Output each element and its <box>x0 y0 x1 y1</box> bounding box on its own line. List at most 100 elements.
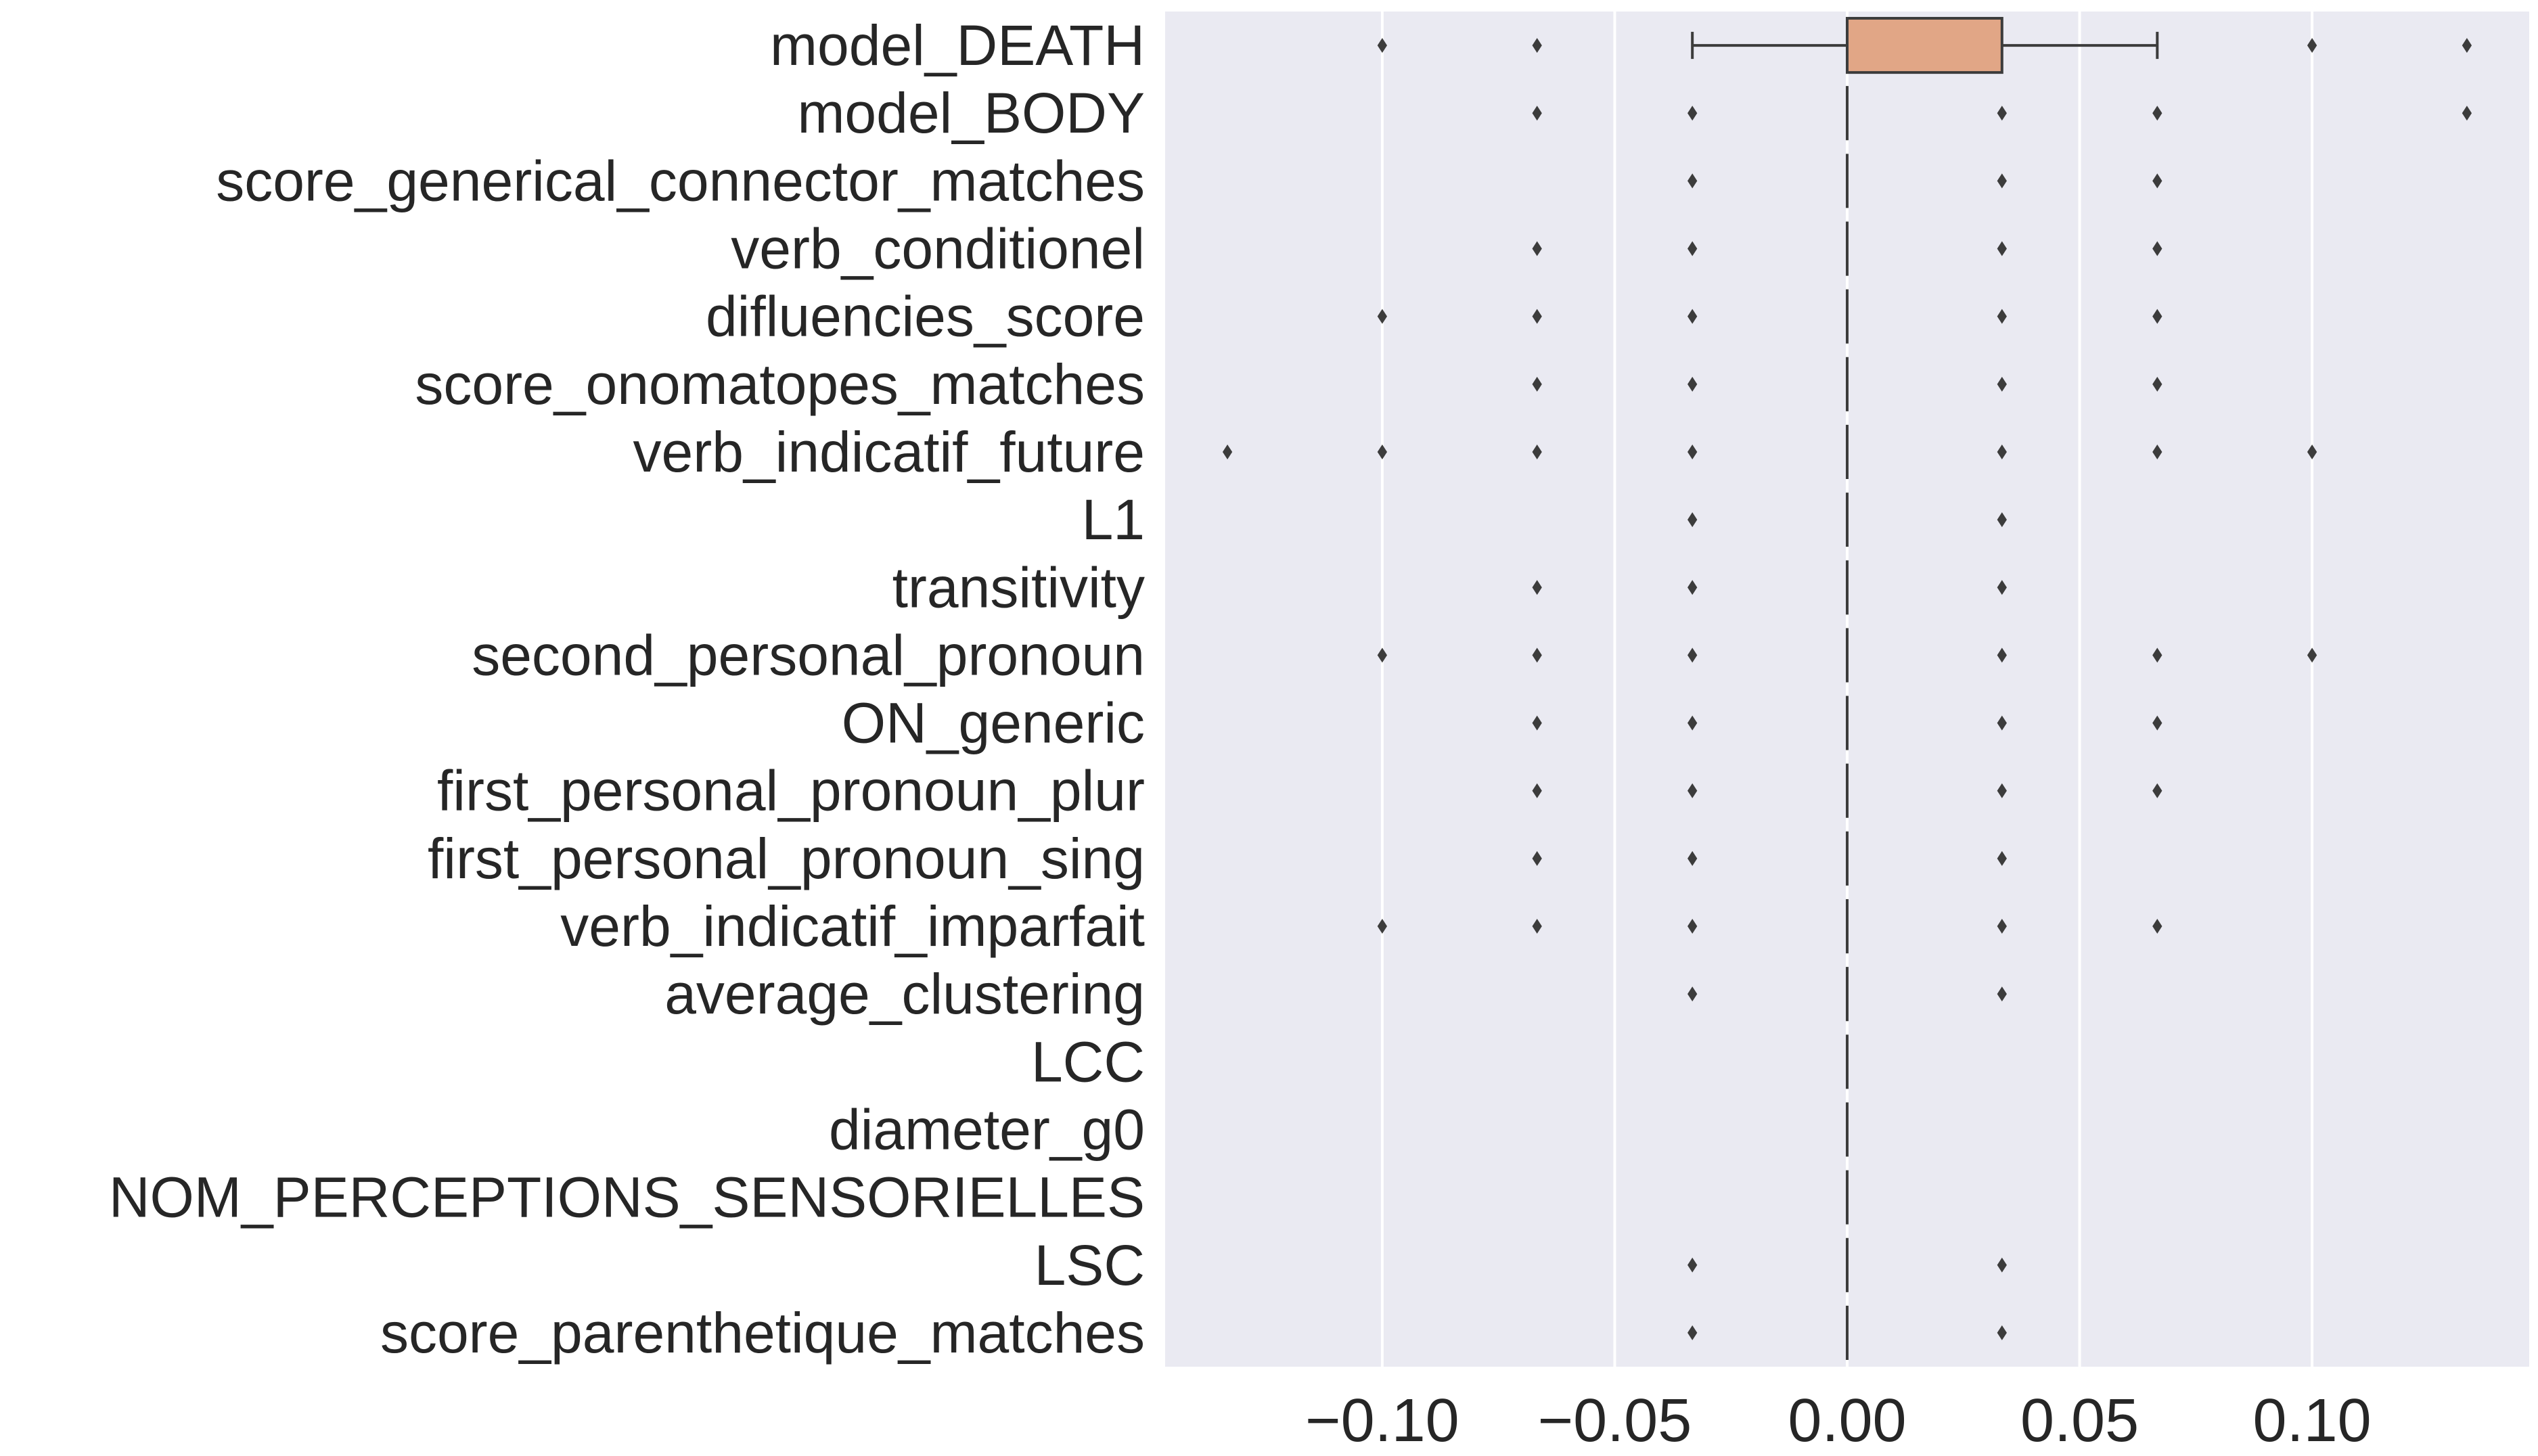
outlier-point <box>1687 919 1698 934</box>
box-5 <box>1532 357 2162 411</box>
outlier-point <box>1687 241 1698 256</box>
box-7 <box>1687 493 2007 547</box>
y-category-label: diameter_g0 <box>829 1097 1145 1161</box>
y-category-label: LCC <box>1031 1030 1145 1093</box>
outlier-point <box>1532 647 1542 663</box>
outlier-point <box>1532 376 1542 392</box>
boxes <box>1222 17 2472 1360</box>
outlier-point <box>1377 309 1388 324</box>
x-tick-label: 0.00 <box>1788 1387 1906 1455</box>
outlier-point <box>2307 38 2317 53</box>
box-19 <box>1687 1305 2007 1360</box>
outlier-point <box>1687 647 1698 663</box>
outlier-point <box>2307 444 2317 459</box>
box-9 <box>1377 628 2317 683</box>
box-12 <box>1532 831 2007 886</box>
y-category-label: model_BODY <box>797 81 1145 145</box>
outlier-point <box>1532 444 1542 459</box>
y-category-label: first_personal_pronoun_sing <box>428 827 1145 890</box>
outlier-point <box>2152 376 2162 392</box>
outlier-point <box>2152 715 2162 731</box>
outlier-point <box>1997 1257 2007 1273</box>
outlier-point <box>1532 106 1542 121</box>
outlier-point <box>1687 783 1698 798</box>
outlier-point <box>1687 173 1698 189</box>
outlier-point <box>1377 38 1388 53</box>
outlier-point <box>2152 241 2162 256</box>
outlier-point <box>1532 783 1542 798</box>
box-3 <box>1532 221 2162 276</box>
y-category-label: model_DEATH <box>770 14 1145 77</box>
x-tick-label: 0.10 <box>2253 1387 2372 1455</box>
y-category-label: score_generical_connector_matches <box>216 149 1145 212</box>
outlier-point <box>1687 1257 1698 1273</box>
outlier-point <box>1687 715 1698 731</box>
box-11 <box>1532 763 2162 818</box>
outlier-point <box>2307 647 2317 663</box>
outlier-point <box>1997 241 2007 256</box>
outlier-point <box>1532 38 1542 53</box>
outlier-point <box>1687 580 1698 595</box>
outlier-point <box>2462 38 2472 53</box>
box-13 <box>1377 898 2162 954</box>
box-1 <box>1532 86 2472 141</box>
y-category-label: score_onomatopes_matches <box>415 352 1145 416</box>
outlier-point <box>1687 986 1698 1002</box>
x-tick-label: 0.05 <box>2020 1387 2139 1455</box>
box-4 <box>1377 289 2162 344</box>
x-tick-label: −0.05 <box>1538 1387 1692 1455</box>
outlier-point <box>1997 376 2007 392</box>
y-category-label: verb_indicatif_imparfait <box>560 894 1145 958</box>
y-category-label: L1 <box>1082 488 1145 551</box>
outlier-point <box>1997 715 2007 731</box>
outlier-point <box>1377 444 1388 459</box>
outlier-point <box>2152 647 2162 663</box>
outlier-point <box>2152 309 2162 324</box>
x-axis-tick-labels: −0.10 −0.05 0.00 0.05 0.10 <box>1305 1387 2372 1455</box>
outlier-point <box>1997 173 2007 189</box>
outlier-point <box>1997 783 2007 798</box>
y-category-label: transitivity <box>892 555 1145 619</box>
outlier-point <box>1532 850 1542 866</box>
outlier-point <box>1997 1325 2007 1340</box>
y-category-label: ON_generic <box>842 691 1145 755</box>
y-category-label: NOM_PERCEPTIONS_SENSORIELLES <box>109 1166 1145 1229</box>
box-10 <box>1532 696 2162 750</box>
outlier-point <box>1687 512 1698 528</box>
box-18 <box>1687 1237 2007 1292</box>
outlier-point <box>1532 919 1542 934</box>
outlier-point <box>1997 309 2007 324</box>
y-category-label: first_personal_pronoun_plur <box>437 759 1145 823</box>
outlier-point <box>1687 106 1698 121</box>
outlier-point <box>1997 647 2007 663</box>
iqr-box <box>1846 17 2003 74</box>
outlier-point <box>2462 106 2472 121</box>
y-category-label: second_personal_pronoun <box>472 623 1145 687</box>
outlier-point <box>2152 444 2162 459</box>
outlier-point <box>1532 715 1542 731</box>
outlier-point <box>1532 309 1542 324</box>
box-14 <box>1687 967 2007 1022</box>
outlier-point <box>1687 1325 1698 1340</box>
outlier-point <box>1222 444 1233 459</box>
outlier-point <box>1997 580 2007 595</box>
outlier-point <box>2152 173 2162 189</box>
y-category-label: verb_conditionel <box>731 217 1145 281</box>
box-0 <box>1377 17 2472 74</box>
box-2 <box>1687 154 2162 208</box>
outlier-point <box>1997 444 2007 459</box>
outlier-point <box>1997 512 2007 528</box>
outlier-point <box>1377 647 1388 663</box>
y-category-label: average_clustering <box>664 962 1145 1026</box>
outlier-point <box>1687 850 1698 866</box>
box-8 <box>1532 560 2007 615</box>
outlier-point <box>2152 106 2162 121</box>
y-category-label: difluencies_score <box>706 285 1145 348</box>
outlier-point <box>1377 919 1388 934</box>
outlier-point <box>2152 919 2162 934</box>
outlier-point <box>1532 580 1542 595</box>
y-category-label: verb_indicatif_future <box>633 420 1145 484</box>
y-category-label: LSC <box>1035 1233 1145 1297</box>
outlier-point <box>1997 850 2007 866</box>
